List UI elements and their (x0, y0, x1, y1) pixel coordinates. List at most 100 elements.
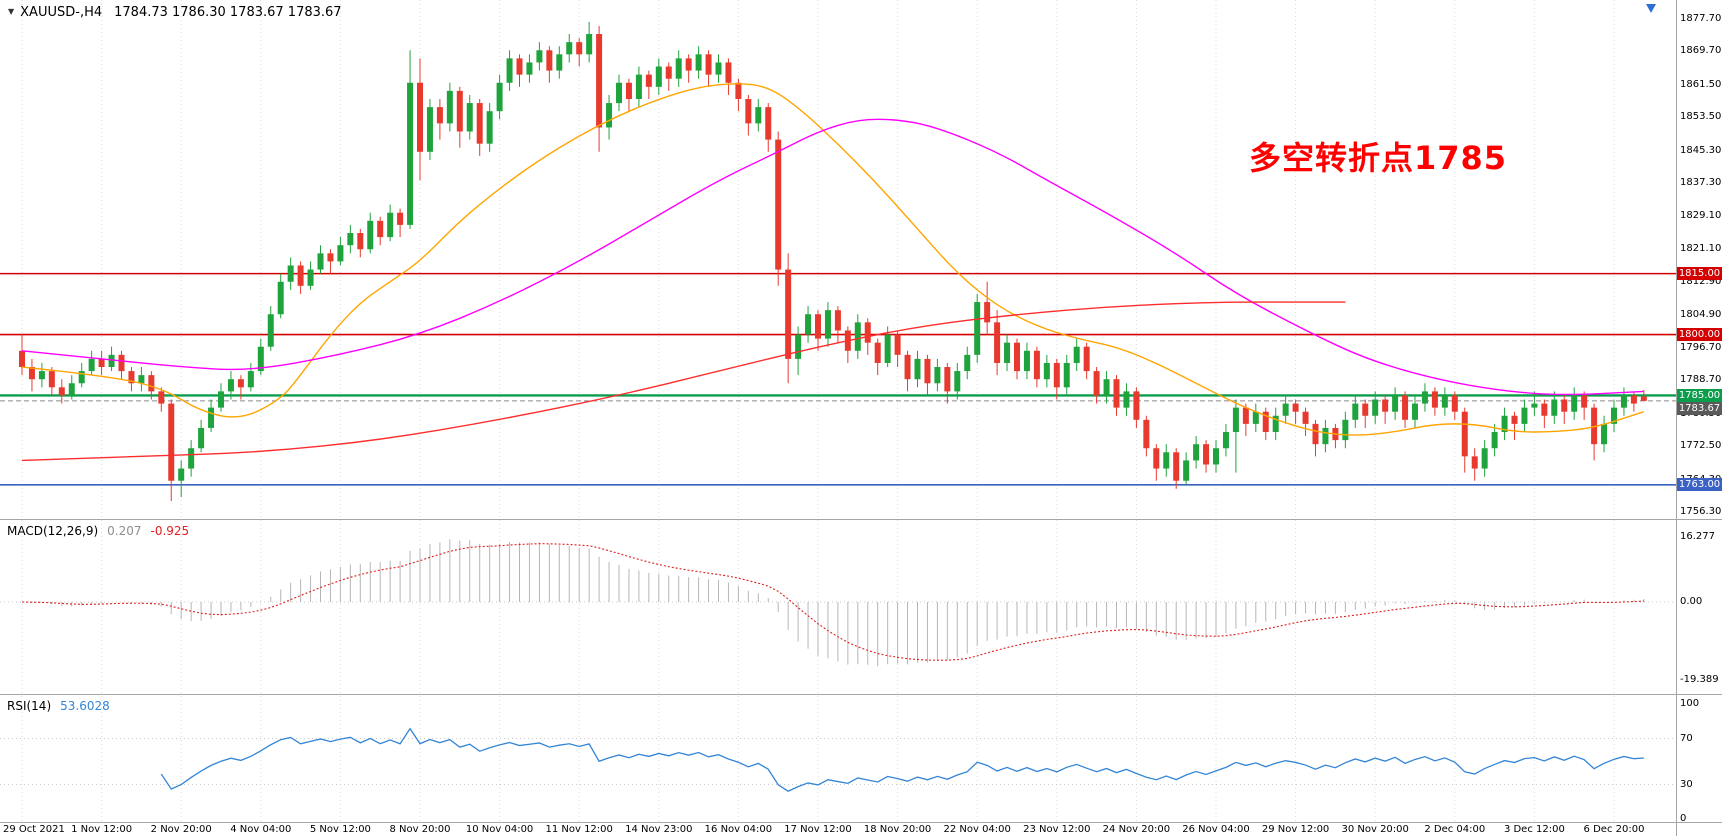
candle-body (347, 233, 354, 246)
candle-body (1242, 407, 1249, 424)
candle-body (805, 314, 812, 335)
candle-body (934, 367, 941, 384)
candle-body (556, 54, 563, 71)
candle-body (247, 371, 254, 388)
candle-body (944, 367, 951, 392)
candle-body (317, 253, 324, 270)
candle-body (1312, 423, 1319, 445)
candle-body (367, 220, 374, 250)
candle-body (1252, 411, 1259, 424)
candle-body (506, 58, 513, 83)
candle-body (606, 103, 613, 128)
candle-body (1302, 411, 1309, 424)
candle-body (665, 66, 672, 79)
candle-body (824, 310, 831, 339)
candle-body (178, 468, 185, 481)
candle-body (526, 62, 533, 75)
candle-body (148, 375, 155, 392)
candle-body (705, 54, 712, 75)
candle-body (118, 354, 125, 372)
candle-body (894, 334, 901, 355)
candle-body (765, 107, 772, 140)
candle-body (1481, 448, 1488, 469)
candle-body (426, 107, 433, 152)
candle-body (1541, 403, 1548, 416)
panel-separator (0, 519, 1722, 520)
candle-body (1073, 346, 1080, 363)
candle-body (715, 62, 722, 75)
candle-body (1421, 391, 1428, 404)
candle-body (227, 379, 234, 392)
candle-body (1173, 452, 1180, 481)
symbol-timeframe-label: XAUUSD-,H4 (20, 5, 103, 20)
candle-body (735, 82, 742, 100)
candle-body (596, 34, 603, 128)
macd-signal-value: -0.925 (150, 524, 190, 538)
ma-fast-orange-line (21, 83, 1645, 436)
candle-body (466, 103, 473, 132)
candle-body (277, 281, 284, 315)
candle-body (1282, 403, 1289, 416)
candle-body (1103, 379, 1110, 396)
candle-body (1272, 415, 1279, 432)
candle-body (198, 427, 205, 449)
candle-body (387, 212, 394, 238)
candle-body (616, 82, 622, 104)
candle-body (456, 90, 463, 132)
candle-body (1183, 460, 1190, 481)
candle-body (1491, 431, 1498, 449)
time-axis-separator (0, 822, 1722, 823)
candle-body (1203, 444, 1210, 465)
ma-mid-magenta-line (21, 118, 1644, 396)
candle-body (1222, 431, 1229, 449)
candle-body (267, 314, 274, 347)
candle-body (864, 322, 871, 343)
candle-body (1501, 415, 1508, 432)
macd-signal-line (21, 543, 1644, 661)
candle-body (1123, 391, 1130, 408)
candle-body (974, 302, 981, 355)
candle-body (1014, 342, 1020, 372)
candle-body (1232, 407, 1239, 432)
candle-body (436, 107, 443, 124)
candle-body (884, 334, 891, 363)
candle-body (1143, 419, 1150, 449)
candle-body (168, 403, 175, 481)
candle-body (1262, 411, 1269, 432)
candle-body (357, 233, 364, 250)
candle-body (138, 375, 145, 384)
candle-body (58, 387, 65, 396)
candle-body (815, 314, 821, 339)
candle-body (795, 334, 802, 359)
scroll-to-end-icon[interactable] (1646, 4, 1656, 13)
candle-body (1033, 350, 1040, 380)
candle-body (287, 265, 294, 282)
ohlc-values-label: 1784.73 1786.30 1783.67 1783.67 (114, 5, 342, 20)
candle-body (1372, 399, 1379, 416)
candle-body (725, 62, 732, 83)
rsi-value: 53.6028 (60, 699, 110, 713)
candle-body (1551, 399, 1558, 416)
candle-body (407, 82, 414, 225)
candle-body (984, 302, 991, 323)
candle-body (128, 371, 135, 384)
candle-body (1431, 391, 1438, 408)
candle-body (1213, 448, 1219, 465)
candle-body (924, 358, 931, 384)
candle-body (516, 58, 523, 75)
candle-body (1193, 444, 1200, 461)
candle-body (1063, 362, 1070, 388)
candle-body (1352, 403, 1359, 420)
candle-body (1412, 403, 1418, 420)
candle-body (1581, 395, 1588, 408)
ma-slow-red-line (21, 301, 1346, 462)
candle-body (1292, 403, 1299, 412)
candle-body (854, 322, 861, 351)
candle-body (834, 310, 841, 331)
candle-body (1561, 399, 1568, 412)
candle-body (1591, 407, 1598, 445)
candle-body (625, 82, 632, 100)
candle-body (218, 391, 224, 408)
